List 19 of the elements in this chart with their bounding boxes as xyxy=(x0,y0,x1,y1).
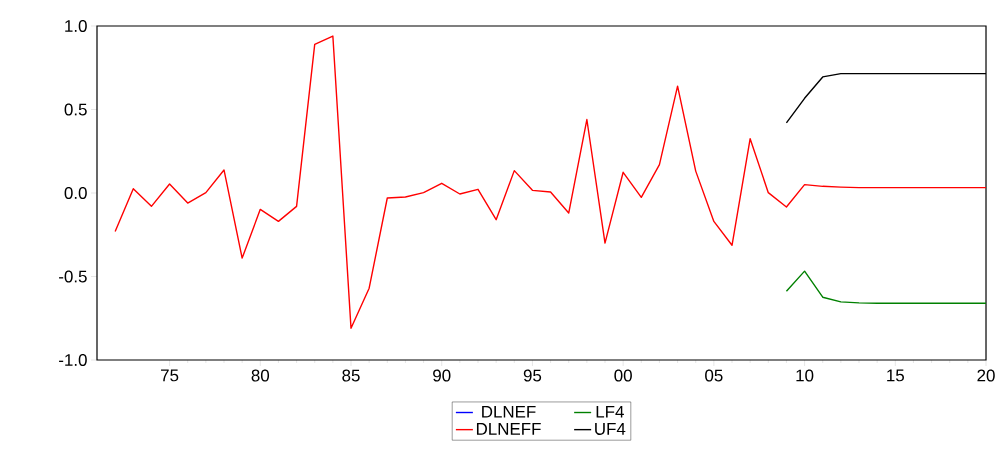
x-tick-label: 15 xyxy=(887,369,904,382)
y-tick-label: 0.5 xyxy=(64,103,87,116)
legend-label: LF4 xyxy=(596,405,624,418)
y-tick-label: 0.0 xyxy=(64,187,87,199)
legend-label: UF4 xyxy=(595,423,626,435)
y-tick-label: -0.5 xyxy=(59,270,87,283)
x-tick-label: 85 xyxy=(342,369,360,382)
x-tick-label: 00 xyxy=(614,369,632,382)
y-tick-label: 1.0 xyxy=(65,20,87,32)
x-tick-label: 95 xyxy=(523,369,542,382)
x-tick-label: 10 xyxy=(796,369,814,382)
legend-label: DLNEFF xyxy=(476,423,541,435)
x-tick-label: 90 xyxy=(433,369,451,382)
legend-label: DLNEF xyxy=(482,405,536,418)
y-tick-label: -1.0 xyxy=(59,354,87,366)
x-tick-label: 75 xyxy=(161,369,179,382)
x-tick-label: 80 xyxy=(251,369,270,382)
x-tick-label: 20 xyxy=(977,369,995,382)
x-tick-label: 05 xyxy=(705,369,723,382)
